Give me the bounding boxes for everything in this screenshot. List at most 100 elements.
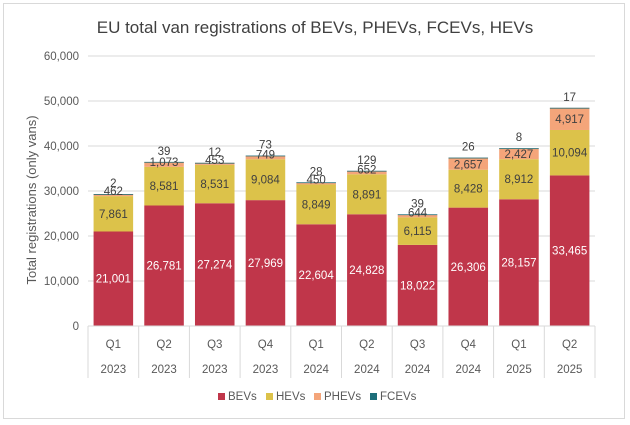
- bar-fcevs: [397, 214, 438, 216]
- data-label-phevs: 453: [205, 155, 224, 167]
- bar-bevs: [93, 231, 134, 326]
- y-tick-label: 10,000: [44, 276, 79, 288]
- x-tick-year: 2024: [405, 364, 431, 376]
- x-tick-quarter: Q3: [410, 339, 425, 351]
- legend-label-phevs: PHEVs: [324, 391, 361, 403]
- bar-phevs: [296, 182, 336, 185]
- bar-fcevs: [296, 182, 336, 184]
- x-tick-quarter: Q1: [511, 339, 526, 351]
- x-tick-year: 2025: [506, 364, 532, 376]
- bar-phevs: [397, 214, 438, 218]
- data-label-bevs: 22,604: [299, 270, 335, 282]
- x-tick-quarter: Q4: [461, 339, 477, 351]
- data-label-bevs: 33,465: [552, 246, 587, 258]
- data-label-bevs: 26,306: [451, 262, 486, 274]
- bar-hevs: [448, 169, 489, 208]
- bar-fcevs: [93, 194, 134, 195]
- data-label-hevs: 8,891: [352, 189, 381, 201]
- legend-label-bevs: BEVs: [228, 391, 257, 403]
- y-tick-label: 0: [73, 321, 79, 333]
- bar-phevs: [194, 162, 235, 165]
- x-tick-quarter: Q2: [562, 339, 577, 351]
- bar-phevs: [144, 162, 184, 167]
- bar-bevs: [144, 205, 184, 326]
- bar-fcevs: [499, 148, 539, 150]
- bar-fcevs: [245, 155, 286, 157]
- bar-fcevs: [347, 170, 387, 172]
- bar-phevs: [499, 148, 539, 160]
- data-label-bevs: 27,274: [197, 260, 233, 272]
- x-tick-quarter: Q3: [207, 339, 222, 351]
- data-label-phevs: 644: [408, 207, 428, 219]
- data-label-hevs: 8,581: [150, 181, 179, 193]
- x-tick-year: 2024: [455, 364, 481, 376]
- data-label-phevs: 450: [307, 174, 326, 186]
- data-label-hevs: 8,531: [200, 179, 229, 191]
- data-label-hevs: 8,849: [302, 199, 331, 211]
- data-label-fcevs: 39: [411, 198, 424, 210]
- bar-fcevs: [194, 162, 235, 164]
- y-tick-label: 20,000: [44, 231, 79, 243]
- bar-phevs: [549, 107, 590, 130]
- data-label-fcevs: 8: [516, 132, 522, 144]
- bar-hevs: [499, 159, 539, 200]
- bar-phevs: [448, 157, 489, 170]
- bar-bevs: [194, 203, 235, 326]
- bar-bevs: [347, 214, 387, 326]
- bar-phevs: [347, 171, 387, 175]
- bar-phevs: [93, 194, 134, 197]
- data-label-phevs: 2,657: [454, 160, 483, 172]
- x-tick-year: 2023: [101, 364, 127, 376]
- data-label-phevs: 652: [357, 164, 376, 176]
- bar-hevs: [397, 217, 438, 245]
- data-label-bevs: 28,157: [501, 258, 536, 270]
- data-label-hevs: 7,861: [99, 209, 128, 221]
- bar-fcevs: [549, 107, 590, 109]
- legend-swatch-fcevs: [370, 393, 377, 400]
- x-tick-year: 2023: [202, 364, 228, 376]
- x-tick-year: 2023: [151, 364, 177, 376]
- legend-swatch-hevs: [266, 393, 273, 400]
- x-tick-year: 2024: [303, 364, 329, 376]
- x-tick-quarter: Q1: [308, 339, 323, 351]
- bar-bevs: [448, 207, 489, 326]
- x-tick-year: 2025: [557, 364, 583, 376]
- legend-label-hevs: HEVs: [276, 391, 306, 403]
- data-label-phevs: 462: [104, 186, 123, 198]
- bar-fcevs: [448, 157, 489, 159]
- bar-hevs: [549, 129, 590, 176]
- bar-hevs: [194, 164, 235, 204]
- bar-fcevs: [144, 161, 184, 163]
- bar-bevs: [397, 244, 438, 326]
- data-label-hevs: 8,912: [505, 174, 534, 186]
- bar-hevs: [144, 166, 184, 206]
- legend-label-fcevs: FCEVs: [380, 391, 417, 403]
- data-label-fcevs: 73: [259, 140, 272, 152]
- bar-bevs: [499, 199, 539, 326]
- y-tick-label: 40,000: [44, 141, 79, 153]
- data-label-bevs: 27,969: [248, 258, 283, 270]
- data-label-hevs: 10,094: [552, 148, 588, 160]
- x-tick-year: 2024: [354, 364, 380, 376]
- bar-bevs: [549, 175, 590, 326]
- data-label-hevs: 8,428: [454, 184, 483, 196]
- bar-hevs: [245, 159, 286, 201]
- chart-title: EU total van registrations of BEVs, PHEV…: [97, 18, 534, 37]
- data-label-hevs: 9,084: [251, 175, 280, 187]
- data-label-bevs: 26,781: [146, 261, 181, 273]
- y-tick-label: 50,000: [44, 96, 79, 108]
- data-label-fcevs: 12: [208, 147, 221, 159]
- legend-swatch-bevs: [218, 393, 225, 400]
- data-label-fcevs: 39: [158, 146, 171, 158]
- data-label-phevs: 4,917: [555, 114, 584, 126]
- bar-bevs: [245, 200, 286, 326]
- data-label-bevs: 18,022: [400, 280, 435, 292]
- data-label-bevs: 21,001: [96, 274, 131, 286]
- bar-hevs: [296, 184, 336, 225]
- legend-swatch-phevs: [314, 393, 321, 400]
- data-label-fcevs: 17: [563, 92, 576, 104]
- x-tick-quarter: Q2: [359, 339, 374, 351]
- data-label-fcevs: 26: [462, 142, 475, 154]
- data-label-phevs: 2,427: [505, 149, 534, 161]
